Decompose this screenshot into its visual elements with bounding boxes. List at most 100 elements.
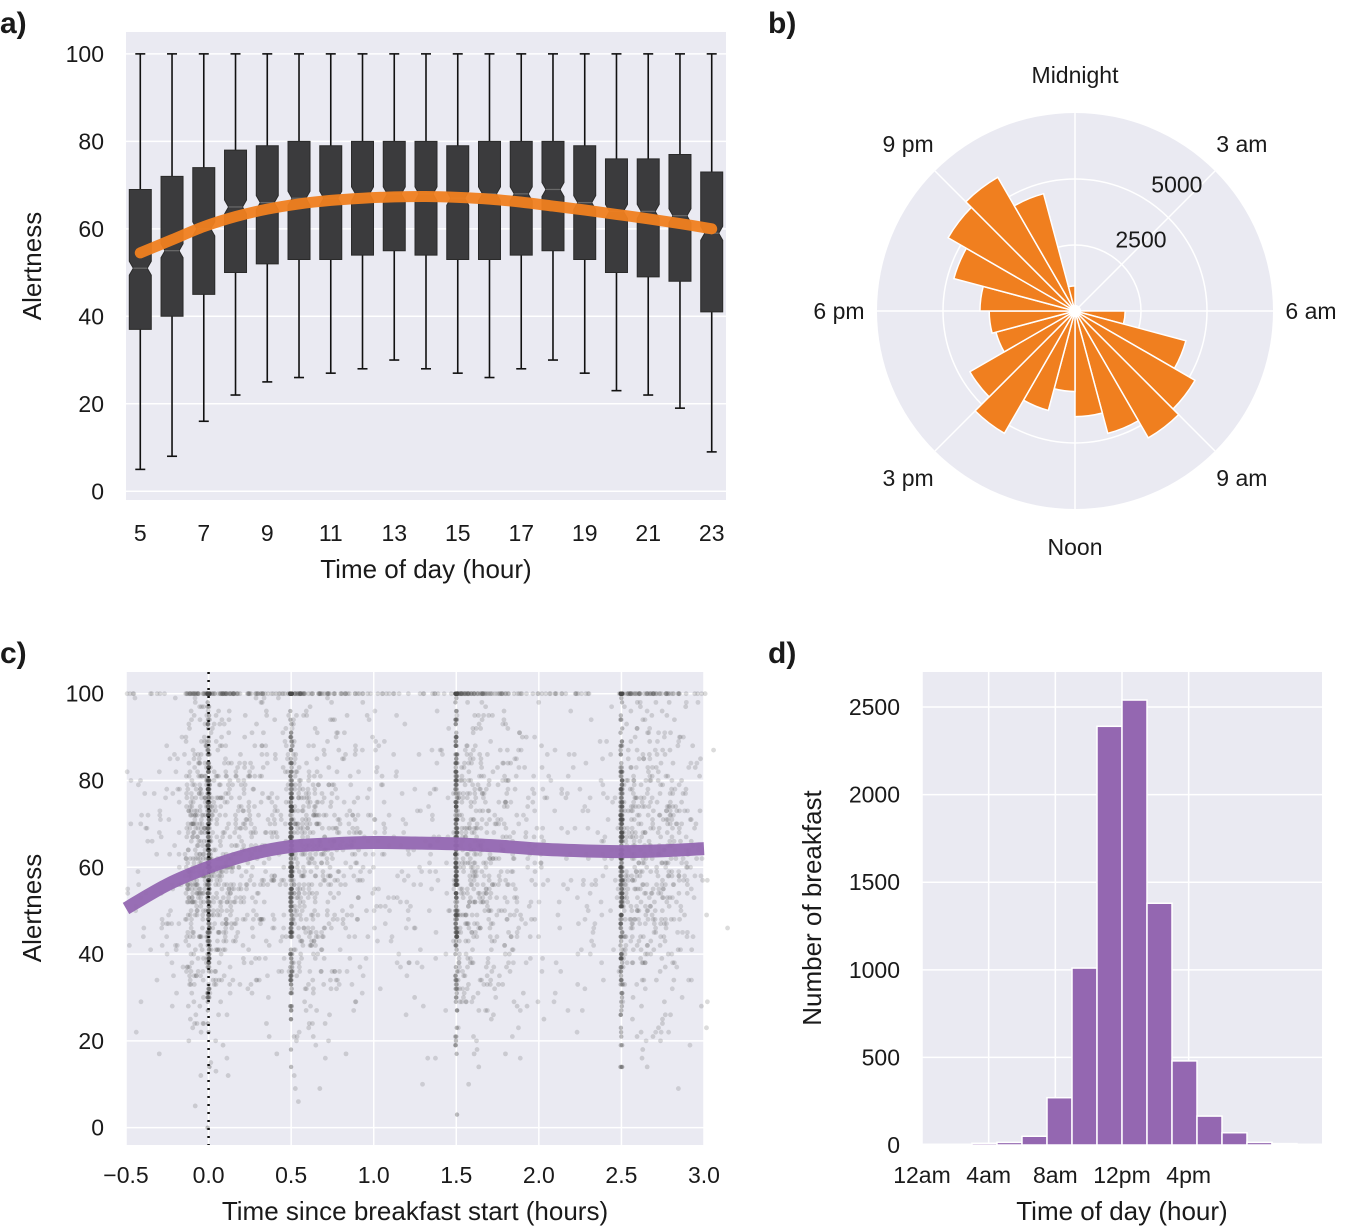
scatter-point: [454, 982, 460, 987]
scatter-point: [674, 821, 680, 827]
scatter-point: [226, 708, 232, 714]
scatter-point: [475, 782, 481, 788]
scatter-point: [184, 916, 189, 922]
scatter-point: [474, 921, 480, 927]
scatter-point: [266, 1034, 272, 1039]
scatter-point: [651, 691, 656, 697]
scatter-point: [206, 843, 211, 848]
scatter-point: [644, 864, 650, 870]
scatter-point: [660, 877, 665, 883]
scatter-point: [642, 986, 648, 992]
scatter-point: [464, 791, 470, 796]
scatter-point: [671, 977, 677, 983]
scatter-point: [138, 778, 143, 783]
scatter-point: [333, 786, 339, 792]
scatter-point: [620, 930, 625, 935]
scatter-point: [609, 704, 615, 710]
scatter-point: [414, 960, 420, 966]
scatter-point: [228, 890, 233, 896]
scatter-point: [304, 760, 309, 766]
scatter-point: [195, 956, 201, 961]
scatter-point: [205, 691, 210, 697]
scatter-point: [506, 778, 511, 783]
scatter-point: [210, 808, 215, 814]
scatter-point: [634, 726, 640, 731]
scatter-point: [646, 730, 652, 736]
scatter-point: [242, 821, 248, 827]
scatter-point: [638, 782, 644, 788]
scatter-point: [191, 712, 197, 718]
scatter-point: [465, 921, 471, 927]
scatter-point: [619, 760, 624, 766]
scatter-point: [206, 786, 211, 792]
scatter-point: [636, 812, 642, 818]
scatter-point: [288, 890, 294, 896]
scatter-point: [675, 743, 681, 749]
scatter-point: [219, 717, 225, 723]
scatter-point: [264, 1021, 269, 1026]
panel-c-x-tick-label: 1.5: [440, 1162, 472, 1188]
scatter-point: [435, 691, 441, 697]
scatter-point: [381, 799, 387, 805]
scatter-point: [530, 691, 536, 697]
scatter-point: [223, 929, 229, 935]
scatter-point: [412, 786, 418, 792]
scatter-point: [642, 921, 648, 927]
scatter-point: [679, 778, 684, 783]
scatter-point: [291, 856, 296, 861]
scatter-point: [585, 808, 591, 814]
scatter-point: [495, 765, 500, 770]
scatter-point: [516, 821, 522, 827]
scatter-point: [148, 947, 154, 953]
scatter-point: [205, 826, 211, 831]
scatter-point: [360, 691, 366, 697]
scatter-point: [472, 869, 478, 875]
scatter-point: [227, 778, 233, 783]
scatter-point: [207, 691, 212, 696]
scatter-point: [288, 804, 293, 809]
scatter-point: [358, 869, 363, 875]
scatter-point: [233, 817, 239, 822]
scatter-point: [650, 1034, 656, 1039]
scatter-point: [680, 734, 686, 740]
scatter-point: [517, 730, 522, 736]
scatter-point: [652, 747, 658, 753]
scatter-point: [376, 886, 381, 892]
scatter-point: [259, 773, 265, 779]
scatter-point: [622, 916, 628, 922]
scatter-point: [226, 730, 232, 736]
scatter-point: [539, 834, 545, 840]
panel-d-y-tick-label: 1000: [849, 957, 900, 983]
scatter-point: [474, 882, 480, 888]
scatter-point: [291, 882, 297, 888]
scatter-point: [310, 990, 316, 996]
scatter-point: [184, 791, 189, 796]
scatter-point: [188, 838, 194, 844]
scatter-point: [669, 834, 675, 840]
scatter-point: [658, 890, 664, 896]
scatter-point: [344, 812, 350, 818]
scatter-point: [289, 895, 295, 900]
scatter-point: [453, 964, 459, 970]
scatter-point: [495, 817, 501, 822]
scatter-point: [352, 817, 358, 822]
scatter-point: [186, 1038, 192, 1044]
scatter-point: [644, 691, 650, 697]
scatter-point: [238, 804, 244, 809]
scatter-point: [631, 773, 636, 779]
scatter-point: [289, 812, 294, 818]
scatter-point: [315, 912, 321, 918]
scatter-point: [289, 956, 294, 961]
scatter-point: [394, 960, 400, 966]
scatter-point: [271, 925, 277, 931]
scatter-point: [628, 739, 634, 744]
scatter-point: [303, 708, 309, 714]
scatter-point: [464, 986, 470, 992]
scatter-point: [695, 699, 701, 705]
scatter-point: [454, 695, 459, 701]
scatter-point: [676, 890, 682, 896]
scatter-point: [215, 873, 221, 879]
scatter-point: [328, 804, 333, 809]
scatter-point: [531, 791, 537, 796]
scatter-point: [207, 956, 212, 961]
